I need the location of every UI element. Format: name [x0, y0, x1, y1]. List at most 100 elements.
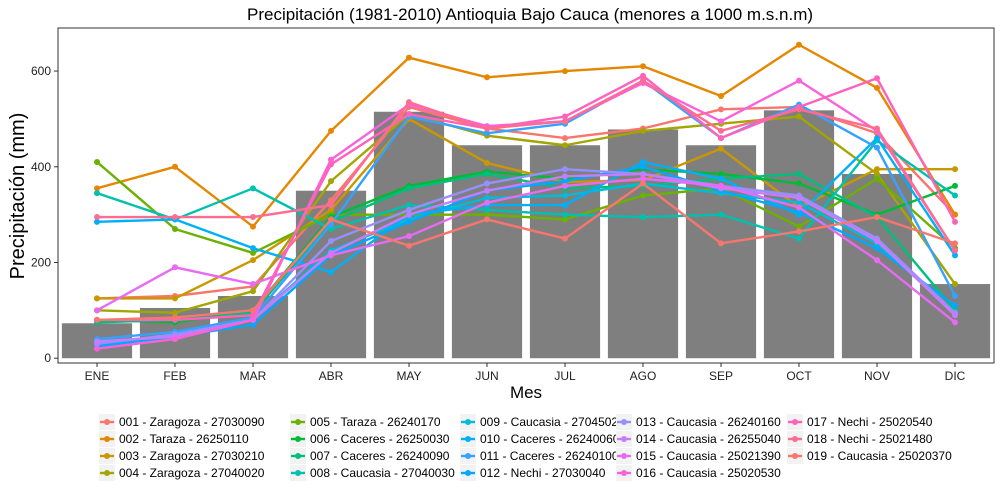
legend-item: 018 - Nechi - 25021480 — [787, 431, 933, 447]
series-point — [328, 161, 334, 168]
series-point — [250, 312, 256, 319]
series-point — [796, 170, 802, 177]
legend-label: 019 - Caucasia - 25020370 — [807, 449, 952, 463]
series-point — [562, 192, 568, 199]
series-point — [640, 214, 646, 221]
series-point — [952, 211, 958, 218]
series-4 — [94, 111, 958, 316]
lines-layer — [94, 41, 958, 352]
legend-label: 004 - Zaragoza - 27040020 — [119, 466, 265, 480]
legend-key-point — [465, 436, 471, 442]
series-point — [640, 192, 646, 199]
series-point — [406, 185, 412, 192]
series-point — [328, 156, 334, 163]
series-point — [94, 316, 100, 323]
series-18 — [94, 77, 958, 254]
legend-item: 012 - Nechi - 27030040 — [460, 465, 606, 481]
legend-key-point — [792, 436, 798, 442]
legend-item: 006 - Caceres - 26250030 — [290, 431, 450, 447]
legend-label: 014 - Caucasia - 26255040 — [636, 432, 781, 446]
legend-item: 017 - Nechi - 25020540 — [787, 414, 933, 430]
x-axis-title: Mes — [510, 383, 542, 402]
series-point — [874, 245, 880, 252]
series-point — [640, 180, 646, 187]
series-point — [718, 145, 724, 152]
series-point — [796, 113, 802, 120]
series-point — [952, 192, 958, 199]
series-line — [96, 172, 956, 324]
series-point — [796, 106, 802, 113]
series-point — [406, 233, 412, 240]
series-point — [952, 252, 958, 259]
y-tick-label: 0 — [44, 351, 51, 365]
legend-label: 018 - Nechi - 25021480 — [807, 432, 933, 446]
series-point — [172, 314, 178, 321]
legend-key-point — [465, 453, 471, 459]
legend-label: 001 - Zaragoza - 27030090 — [119, 415, 265, 429]
y-tick-label: 200 — [31, 256, 51, 270]
legend-label: 009 - Caucasia - 27045020 — [480, 415, 625, 429]
series-point — [640, 159, 646, 165]
series-point — [640, 63, 646, 70]
chart-title: Precipitación (1981-2010) Antioquia Bajo… — [247, 5, 813, 24]
legend-item: 016 - Caucasia - 25020530 — [616, 465, 781, 481]
legend-label: 005 - Taraza - 26240170 — [310, 415, 441, 429]
series-point — [562, 166, 568, 173]
legend-key-point — [621, 470, 627, 476]
series-point — [484, 216, 490, 223]
legend-item: 004 - Zaragoza - 27040020 — [99, 465, 265, 481]
series-point — [250, 214, 256, 221]
series-point — [406, 242, 412, 249]
series-point — [484, 199, 490, 206]
series-point — [796, 199, 802, 206]
series-point — [874, 75, 880, 82]
x-axis: ENE FEB MAR ABR MAY JUN JUL AGO SEP OCT NOV DIC — [85, 363, 966, 383]
series-point — [718, 211, 724, 218]
series-point — [796, 194, 802, 201]
series-point — [796, 223, 802, 230]
series-line — [96, 165, 956, 348]
series-point — [952, 166, 958, 173]
legend-label: 012 - Nechi - 27030040 — [480, 466, 606, 480]
series-point — [172, 214, 178, 221]
x-tick-label: ABR — [319, 369, 344, 383]
series-point — [94, 190, 100, 197]
x-tick-label: AGO — [630, 369, 657, 383]
series-point — [718, 118, 724, 125]
series-point — [172, 295, 178, 302]
legend-item: 005 - Taraza - 26240170 — [290, 414, 441, 430]
series-point — [796, 180, 802, 187]
series-point — [796, 209, 802, 216]
legend-key-point — [621, 436, 627, 442]
series-point — [874, 125, 880, 132]
series-point — [172, 264, 178, 271]
series-point — [640, 175, 646, 182]
series-point — [874, 170, 880, 177]
series-point — [562, 142, 568, 149]
series-point — [250, 257, 256, 264]
series-point — [484, 211, 490, 218]
series-point — [250, 321, 256, 328]
series-point — [640, 72, 646, 79]
series-point — [250, 185, 256, 192]
series-point — [718, 106, 724, 113]
series-point — [484, 130, 490, 137]
x-tick-label: SEP — [709, 369, 733, 383]
series-point — [562, 235, 568, 242]
series-point — [328, 216, 334, 223]
series-point — [952, 218, 958, 225]
series-point — [874, 175, 880, 182]
legend-key-point — [295, 453, 301, 459]
series-point — [562, 216, 568, 223]
legend-key-point — [621, 453, 627, 459]
x-tick-label: OCT — [786, 369, 812, 383]
legend-key-point — [792, 419, 798, 425]
legend-item: 008 - Caucasia - 27040030 — [290, 465, 455, 481]
series-point — [718, 175, 724, 182]
series-point — [406, 206, 412, 213]
series-point — [328, 252, 334, 259]
series-point — [406, 211, 412, 218]
series-point — [484, 74, 490, 81]
legend-key-point — [295, 436, 301, 442]
